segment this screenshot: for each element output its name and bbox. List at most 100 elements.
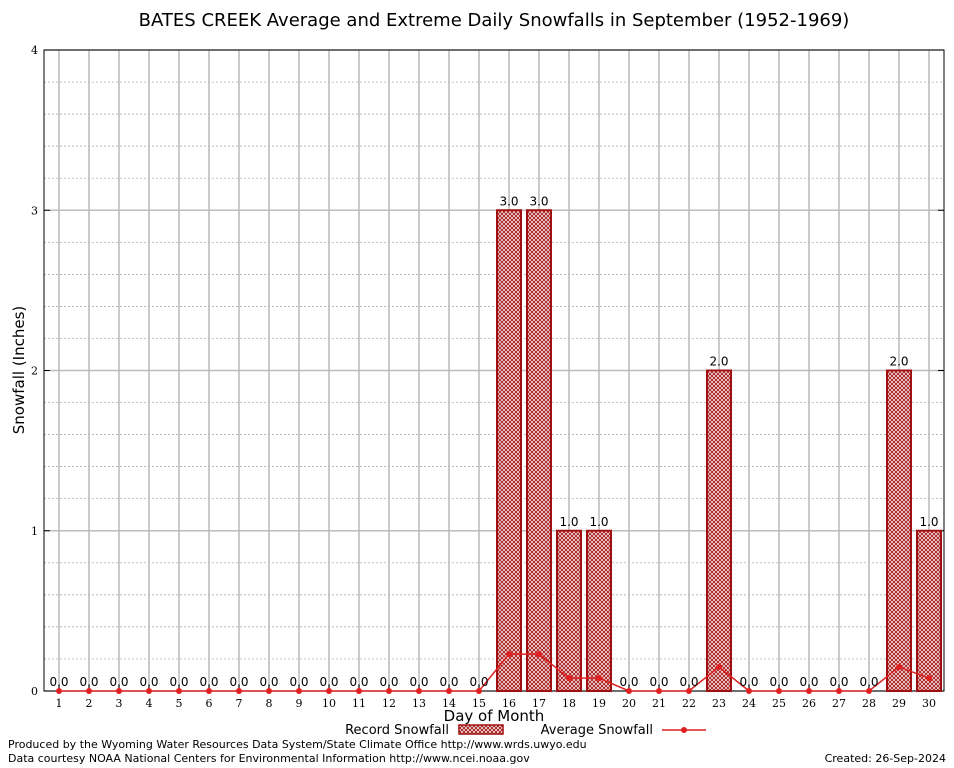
- y-tick-label: 3: [31, 204, 38, 217]
- record-bar: [916, 529, 942, 692]
- bar-value-label: 0.0: [109, 675, 128, 689]
- y-axis-title: Snowfall (Inches): [10, 306, 28, 434]
- bar-value-label: 0.0: [349, 675, 368, 689]
- average-point: [56, 688, 62, 694]
- average-point: [896, 663, 902, 670]
- legend: Record Snowfall Average Snowfall: [345, 723, 706, 738]
- average-point: [656, 688, 662, 694]
- bar-value-label: 0.0: [409, 675, 428, 689]
- record-snowfall-series: [496, 209, 942, 692]
- average-point: [596, 675, 602, 682]
- x-tick-label: 5: [176, 697, 183, 710]
- average-point: [356, 688, 362, 694]
- average-point: [926, 675, 932, 682]
- bar-value-label: 0.0: [469, 675, 488, 689]
- average-point: [866, 688, 872, 694]
- bar-value-label: 0.0: [439, 675, 458, 689]
- bar-value-label: 2.0: [709, 355, 728, 369]
- bar-value-label: 1.0: [559, 515, 578, 529]
- bar-value-label: 0.0: [139, 675, 158, 689]
- legend-average-marker: [681, 727, 687, 733]
- average-point: [686, 688, 692, 694]
- x-tick-label: 8: [266, 697, 273, 710]
- x-tick-label: 2: [86, 697, 93, 710]
- y-tick-label: 1: [31, 525, 38, 538]
- x-tick-label: 7: [236, 697, 243, 710]
- average-point: [386, 688, 392, 694]
- bar-value-label: 0.0: [319, 675, 338, 689]
- bar-value-label: 0.0: [259, 675, 278, 689]
- bar-value-label: 0.0: [739, 675, 758, 689]
- x-tick-label: 20: [622, 697, 636, 710]
- x-tick-label: 16: [502, 697, 516, 710]
- y-tick-label: 0: [31, 685, 38, 698]
- x-tick-label: 30: [922, 697, 936, 710]
- average-point: [86, 688, 92, 694]
- average-point: [326, 688, 332, 694]
- x-tick-label: 1: [56, 697, 63, 710]
- record-bar: [586, 529, 612, 692]
- average-point: [446, 688, 452, 694]
- average-point: [626, 688, 632, 694]
- x-tick-label: 4: [146, 697, 153, 710]
- bar-value-label: 0.0: [169, 675, 188, 689]
- bar-value-label: 0.0: [229, 675, 248, 689]
- x-tick-label: 29: [892, 697, 906, 710]
- grid: [44, 49, 944, 692]
- bar-value-label: 0.0: [769, 675, 788, 689]
- average-point: [116, 688, 122, 694]
- bar-value-label: 0.0: [289, 675, 308, 689]
- bar-value-label: 1.0: [919, 515, 938, 529]
- x-tick-label: 19: [592, 697, 606, 710]
- average-point: [146, 688, 152, 694]
- y-tick-label: 2: [31, 365, 38, 378]
- x-tick-label: 21: [652, 697, 666, 710]
- average-point: [506, 651, 512, 658]
- x-tick-label: 10: [322, 697, 336, 710]
- x-tick-label: 23: [712, 697, 726, 710]
- x-tick-label: 22: [682, 697, 696, 710]
- bar-value-label: 0.0: [49, 675, 68, 689]
- bar-value-label: 0.0: [649, 675, 668, 689]
- average-point: [776, 688, 782, 694]
- legend-record-label: Record Snowfall: [345, 723, 449, 738]
- record-bar: [706, 369, 732, 692]
- legend-record-swatch: [458, 724, 504, 735]
- bar-value-label: 0.0: [619, 675, 638, 689]
- x-tick-label: 13: [412, 697, 426, 710]
- x-axis-title: Day of Month: [444, 707, 545, 725]
- footer-created: Created: 26-Sep-2024: [825, 752, 946, 765]
- footer-data-courtesy: Data courtesy NOAA National Centers for …: [8, 752, 530, 765]
- average-point: [566, 675, 572, 682]
- average-point: [746, 688, 752, 694]
- bar-value-label: 2.0: [889, 355, 908, 369]
- record-bar: [886, 369, 912, 692]
- average-point: [536, 651, 542, 658]
- bar-value-label: 0.0: [199, 675, 218, 689]
- bar-value-label: 1.0: [589, 515, 608, 529]
- x-tick-label: 3: [116, 697, 123, 710]
- footer-produced-by: Produced by the Wyoming Water Resources …: [8, 738, 587, 751]
- y-tick-label: 4: [31, 44, 38, 57]
- bar-value-label: 0.0: [799, 675, 818, 689]
- x-tick-label: 11: [352, 697, 366, 710]
- x-tick-label: 28: [862, 697, 876, 710]
- average-point: [836, 688, 842, 694]
- record-bar: [556, 529, 582, 692]
- x-tick-label: 26: [802, 697, 816, 710]
- bar-value-label: 0.0: [679, 675, 698, 689]
- x-tick-label: 14: [442, 697, 456, 710]
- bar-value-label: 0.0: [829, 675, 848, 689]
- average-point: [416, 688, 422, 694]
- record-bar: [526, 209, 552, 692]
- x-tick-label: 25: [772, 697, 786, 710]
- bar-value-label: 0.0: [379, 675, 398, 689]
- record-bar: [496, 209, 522, 692]
- x-tick-label: 18: [562, 697, 576, 710]
- average-snowfall-series: [56, 651, 932, 694]
- average-line: [59, 653, 930, 692]
- average-point: [266, 688, 272, 694]
- chart-title: BATES CREEK Average and Extreme Daily Sn…: [139, 10, 850, 31]
- bar-value-label: 3.0: [529, 194, 548, 208]
